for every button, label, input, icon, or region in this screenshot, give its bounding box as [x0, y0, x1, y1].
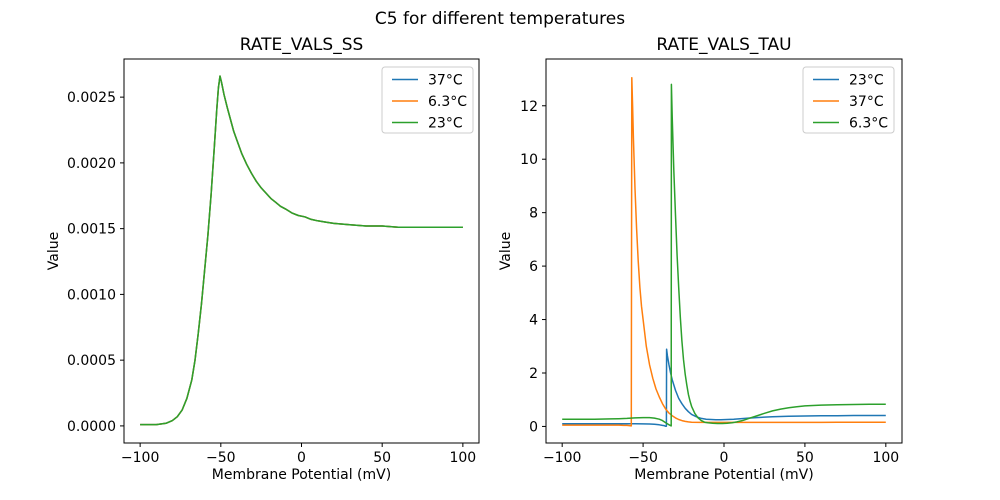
x-axis-label: Membrane Potential (mV) [634, 467, 813, 483]
legend-box [802, 66, 895, 134]
legend-box [381, 66, 474, 134]
x-tick-label: 100 [872, 450, 899, 466]
figure-title: C5 for different temperatures [374, 9, 626, 29]
y-tick-label: 0 [529, 419, 538, 435]
y-tick-label: 0.0010 [67, 287, 116, 303]
y-tick-label: 0.0025 [67, 90, 116, 106]
y-axis-label: Value [46, 232, 62, 270]
legend-label-37°C: 37°C [428, 73, 463, 89]
subplot-rate_vals_tau: −100 −50 0 50 100 0 2 4 6 8 10 12 RATE_VALS_TAU Membr… [498, 35, 903, 483]
axes-title: RATE_VALS_TAU [656, 35, 791, 55]
y-tick-label: 4 [529, 313, 538, 329]
legend-label-23°C: 23°C [849, 73, 884, 89]
y-tick-label: 12 [520, 99, 538, 115]
y-tick-label: 0.0005 [67, 353, 116, 369]
series-line-23°C [562, 348, 886, 427]
y-tick-label: 8 [529, 206, 538, 222]
y-tick-label: 2 [529, 366, 538, 382]
y-tick-label: 0.0000 [67, 419, 116, 435]
legend-label-6.3°C: 6.3°C [849, 116, 888, 132]
x-tick-label: −100 [543, 450, 581, 466]
x-axis-label: Membrane Potential (mV) [212, 467, 391, 483]
x-tick-label: −50 [628, 450, 658, 466]
y-axis-label: Value [498, 232, 514, 270]
legend-label-6.3°C: 6.3°C [428, 94, 467, 110]
x-tick-label: 100 [449, 450, 476, 466]
series-line-23°C [140, 75, 463, 426]
subplot-rate_vals_ss: −100 −50 0 50 100 0.0000 0.0005 0.0010 0.0015 0.0… [46, 35, 480, 483]
legend-label-23°C: 23°C [428, 116, 463, 132]
y-tick-label: 10 [520, 152, 538, 168]
legend-label-37°C: 37°C [849, 94, 884, 110]
axes-title: RATE_VALS_SS [240, 35, 364, 55]
axes-spines [123, 58, 480, 444]
series-line-37°C [562, 76, 886, 427]
axes-spines [545, 58, 903, 444]
y-tick-label: 0.0020 [67, 156, 116, 172]
x-tick-label: −100 [121, 450, 159, 466]
x-tick-label: 0 [720, 450, 729, 466]
x-tick-label: −50 [206, 450, 236, 466]
x-tick-label: 0 [297, 450, 306, 466]
x-tick-label: 50 [796, 450, 814, 466]
y-tick-label: 6 [529, 259, 538, 275]
series-line-6.3°C [562, 83, 886, 427]
y-tick-label: 0.0015 [67, 222, 116, 238]
x-tick-label: 50 [373, 450, 391, 466]
